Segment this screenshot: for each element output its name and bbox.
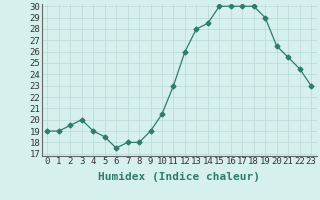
X-axis label: Humidex (Indice chaleur): Humidex (Indice chaleur) [98,172,260,182]
